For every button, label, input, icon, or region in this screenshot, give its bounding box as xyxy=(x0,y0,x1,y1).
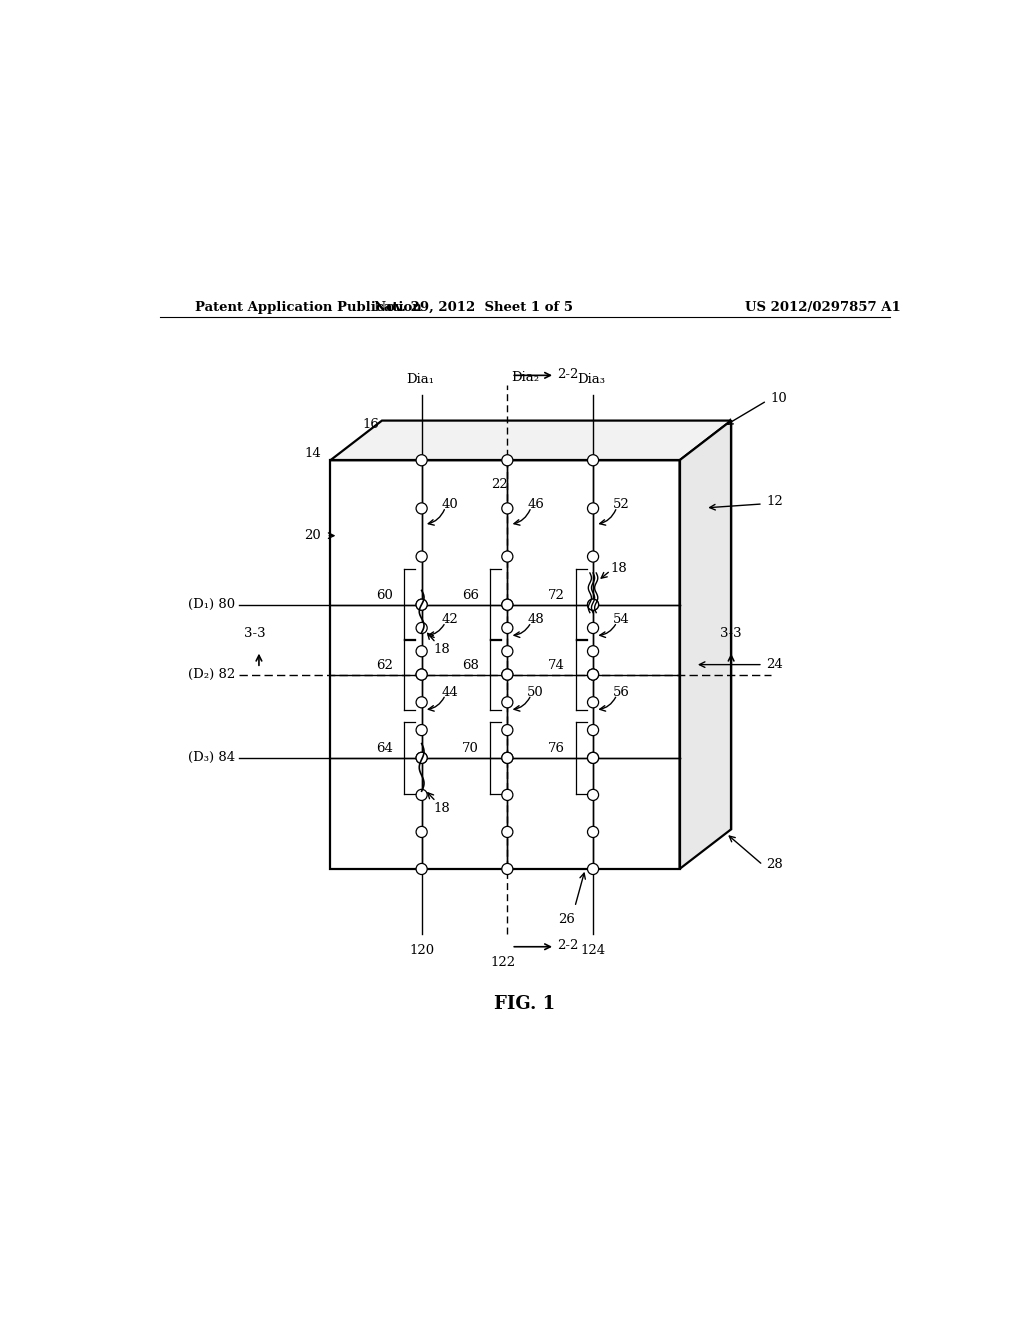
Text: 18: 18 xyxy=(433,801,451,814)
Circle shape xyxy=(502,752,513,763)
Text: Patent Application Publication: Patent Application Publication xyxy=(196,301,422,314)
Text: 40: 40 xyxy=(441,498,458,511)
Circle shape xyxy=(416,599,427,610)
Text: FIG. 1: FIG. 1 xyxy=(495,995,555,1012)
Circle shape xyxy=(588,752,599,763)
Text: 46: 46 xyxy=(527,498,544,511)
Bar xyxy=(331,461,680,869)
Text: (D₃) 84: (D₃) 84 xyxy=(188,751,236,764)
Circle shape xyxy=(416,752,427,763)
Circle shape xyxy=(416,645,427,657)
Text: 64: 64 xyxy=(376,742,393,755)
Text: Nov. 29, 2012  Sheet 1 of 5: Nov. 29, 2012 Sheet 1 of 5 xyxy=(374,301,572,314)
Circle shape xyxy=(502,503,513,513)
Circle shape xyxy=(416,752,427,763)
Text: 2-2: 2-2 xyxy=(557,368,579,381)
Text: 74: 74 xyxy=(548,659,564,672)
Text: 20: 20 xyxy=(304,529,321,543)
Circle shape xyxy=(588,623,599,634)
Circle shape xyxy=(502,725,513,735)
Circle shape xyxy=(502,826,513,837)
Circle shape xyxy=(416,503,427,513)
Text: (D₁) 80: (D₁) 80 xyxy=(188,598,236,611)
Circle shape xyxy=(588,826,599,837)
Circle shape xyxy=(502,599,513,610)
Text: 18: 18 xyxy=(433,643,451,656)
Text: 10: 10 xyxy=(771,392,787,405)
Text: 2-2: 2-2 xyxy=(557,940,579,953)
Circle shape xyxy=(588,645,599,657)
Text: 3-3: 3-3 xyxy=(720,627,742,640)
Circle shape xyxy=(502,599,513,610)
Circle shape xyxy=(588,669,599,680)
Circle shape xyxy=(502,645,513,657)
Text: 76: 76 xyxy=(548,742,564,755)
Circle shape xyxy=(416,725,427,735)
Circle shape xyxy=(416,789,427,800)
Text: 26: 26 xyxy=(558,912,575,925)
Circle shape xyxy=(416,669,427,680)
Circle shape xyxy=(588,599,599,610)
Text: Dia₃: Dia₃ xyxy=(578,374,605,387)
Circle shape xyxy=(588,503,599,513)
Circle shape xyxy=(416,863,427,875)
Text: 54: 54 xyxy=(613,614,630,626)
Circle shape xyxy=(416,669,427,680)
Text: 18: 18 xyxy=(610,562,628,576)
Circle shape xyxy=(588,697,599,708)
Text: 44: 44 xyxy=(441,686,458,698)
Circle shape xyxy=(588,863,599,875)
Circle shape xyxy=(416,623,427,634)
Circle shape xyxy=(588,454,599,466)
Text: Dia₁: Dia₁ xyxy=(407,374,434,387)
Text: 68: 68 xyxy=(462,659,479,672)
Text: 16: 16 xyxy=(362,418,379,430)
Text: 62: 62 xyxy=(376,659,393,672)
Circle shape xyxy=(502,789,513,800)
Polygon shape xyxy=(331,421,731,461)
Circle shape xyxy=(502,550,513,562)
Text: 72: 72 xyxy=(548,589,564,602)
Circle shape xyxy=(502,623,513,634)
Circle shape xyxy=(502,669,513,680)
Circle shape xyxy=(502,752,513,763)
Text: 56: 56 xyxy=(613,686,630,698)
Text: 52: 52 xyxy=(613,498,630,511)
Text: 50: 50 xyxy=(527,686,544,698)
Text: 3-3: 3-3 xyxy=(244,627,266,640)
Circle shape xyxy=(502,669,513,680)
Circle shape xyxy=(416,550,427,562)
Text: 48: 48 xyxy=(527,614,544,626)
Circle shape xyxy=(502,454,513,466)
Text: (D₂) 82: (D₂) 82 xyxy=(187,668,236,681)
Text: 120: 120 xyxy=(409,944,434,957)
Text: 12: 12 xyxy=(766,495,782,508)
Circle shape xyxy=(588,599,599,610)
Circle shape xyxy=(588,789,599,800)
Text: 70: 70 xyxy=(462,742,479,755)
Circle shape xyxy=(416,697,427,708)
Circle shape xyxy=(416,599,427,610)
Circle shape xyxy=(416,454,427,466)
Text: 122: 122 xyxy=(490,956,516,969)
Text: 66: 66 xyxy=(462,589,479,602)
Circle shape xyxy=(502,863,513,875)
Text: 42: 42 xyxy=(441,614,458,626)
Circle shape xyxy=(502,697,513,708)
Text: Dia₂: Dia₂ xyxy=(511,371,540,384)
Text: 24: 24 xyxy=(766,659,782,671)
Circle shape xyxy=(588,752,599,763)
Circle shape xyxy=(588,725,599,735)
Circle shape xyxy=(588,669,599,680)
Text: 14: 14 xyxy=(304,447,321,461)
Circle shape xyxy=(416,826,427,837)
Polygon shape xyxy=(680,421,731,869)
Text: 60: 60 xyxy=(376,589,393,602)
Text: 124: 124 xyxy=(581,944,605,957)
Circle shape xyxy=(588,550,599,562)
Text: 28: 28 xyxy=(766,858,782,871)
Text: US 2012/0297857 A1: US 2012/0297857 A1 xyxy=(744,301,900,314)
Text: 22: 22 xyxy=(492,478,508,491)
